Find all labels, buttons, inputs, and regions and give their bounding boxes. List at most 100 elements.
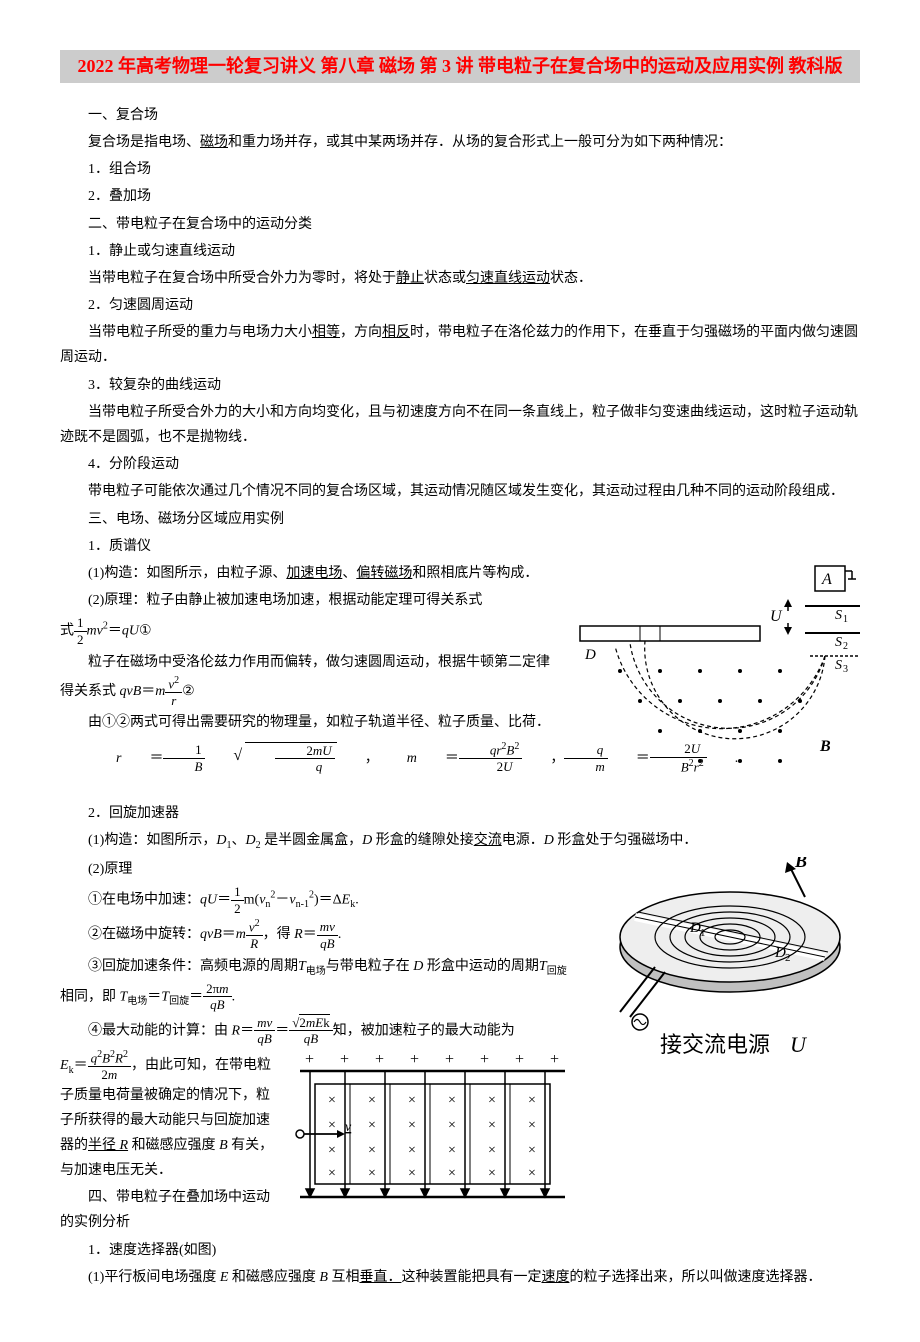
text: 和磁感应强度 <box>132 1138 220 1153</box>
text: 形盒中运动的周期 <box>423 959 539 974</box>
text: (2)原理：粒子由静止被加速电场加速，根据动能定理可得关系式 <box>88 593 482 608</box>
svg-text:×: × <box>448 1166 456 1181</box>
svg-text:×: × <box>488 1143 496 1158</box>
text: 状态或 <box>424 271 466 286</box>
s2-p4: 当带电粒子所受的重力与电场力大小相等，方向相反时，带电粒子在洛伦兹力的作用下，在… <box>60 320 860 370</box>
svg-text:×: × <box>528 1143 536 1158</box>
text: 和重力场并存，或其中某两场并存．从场的复合形式上一般可分为如下两种情况： <box>228 135 732 150</box>
svg-text:+: + <box>550 1051 559 1068</box>
svg-text:×: × <box>368 1166 376 1181</box>
text: 与带电粒子在 <box>326 959 414 974</box>
text: ③回旋加速条件：高频电源的周期 <box>88 959 298 974</box>
text: 是半圆金属盒， <box>264 833 362 848</box>
svg-text:×: × <box>488 1118 496 1133</box>
svg-text:×: × <box>328 1093 336 1108</box>
svg-text:U: U <box>770 608 783 625</box>
text: 当带电粒子所受的重力与电场力大小 <box>88 325 312 340</box>
svg-text:×: × <box>528 1118 536 1133</box>
svg-text:×: × <box>368 1118 376 1133</box>
underline-text: 匀速直线运动 <box>466 271 550 286</box>
s2-p2: 当带电粒子在复合场中所受合外力为零时，将处于静止状态或匀速直线运动状态． <box>60 266 860 291</box>
svg-text:+: + <box>480 1051 489 1068</box>
text: 复合场是指电场、 <box>88 135 200 150</box>
underline-text: 半径 R <box>88 1138 128 1153</box>
text: (1)构造：如图所示，由粒子源、 <box>88 566 286 581</box>
text: 、 <box>342 566 356 581</box>
svg-text:B: B <box>819 738 831 755</box>
svg-text:1: 1 <box>700 927 706 939</box>
text: ②在磁场中旋转： <box>88 927 200 942</box>
svg-text:×: × <box>488 1166 496 1181</box>
svg-text:B: B <box>794 857 807 871</box>
text: (1)构造：如图所示， <box>88 833 216 848</box>
svg-text:+: + <box>375 1051 384 1068</box>
svg-text:+: + <box>445 1051 454 1068</box>
svg-text:+: + <box>340 1051 349 1068</box>
svg-text:3: 3 <box>843 664 848 675</box>
s4-p2: (1)平行板间电场强度 E 和磁感应强度 B 互相垂直．这种装置能把具有一定速度… <box>60 1265 860 1290</box>
svg-text:U: U <box>790 1032 808 1057</box>
svg-text:1: 1 <box>843 614 848 625</box>
s4-p1: 1．速度选择器(如图) <box>60 1238 860 1263</box>
svg-text:×: × <box>328 1118 336 1133</box>
svg-text:2: 2 <box>785 952 791 964</box>
s2-p5: 3．较复杂的曲线运动 <box>60 373 860 398</box>
svg-text:D: D <box>584 647 596 663</box>
underline-text: 垂直． <box>359 1270 401 1285</box>
text: 和磁感应强度 <box>228 1270 319 1285</box>
svg-text:×: × <box>368 1143 376 1158</box>
underline-text: 磁场 <box>200 135 228 150</box>
section-1-heading: 一、复合场 <box>60 103 860 128</box>
svg-text:×: × <box>408 1093 416 1108</box>
svg-text:×: × <box>448 1143 456 1158</box>
svg-text:×: × <box>448 1118 456 1133</box>
underline-text: 相等 <box>312 325 340 340</box>
svg-text:×: × <box>408 1143 416 1158</box>
underline-text: 偏转磁场 <box>356 566 412 581</box>
svg-text:v: v <box>345 1120 352 1135</box>
svg-text:×: × <box>448 1093 456 1108</box>
s2-p1: 1．静止或匀速直线运动 <box>60 239 860 264</box>
text: ④最大动能的计算：由 <box>88 1023 232 1038</box>
text: 状态． <box>550 271 592 286</box>
svg-text:×: × <box>528 1093 536 1108</box>
document-title: 2022 年高考物理一轮复习讲义 第八章 磁场 第 3 讲 带电粒子在复合场中的… <box>60 50 860 83</box>
svg-text:S: S <box>835 658 842 673</box>
underline-text: 交流 <box>474 833 502 848</box>
text: 形盒处于匀强磁场中． <box>557 833 697 848</box>
text: 的粒子选择出来，所以叫做速度选择器． <box>569 1270 821 1285</box>
text: 当带电粒子在复合场中所受合外力为零时，将处于 <box>88 271 396 286</box>
s3-p1: 1．质谱仪 <box>60 534 860 559</box>
text: 带电粒子可能依次通过几个情况不同的复合场区域，其运动情况随区域发生变化，其运动过… <box>88 484 844 499</box>
underline-text: 静止 <box>396 271 424 286</box>
svg-text:+: + <box>305 1051 314 1068</box>
underline-text: 速度 <box>541 1270 569 1285</box>
text: 电源． <box>502 833 544 848</box>
svg-text:2: 2 <box>843 641 848 652</box>
cyclotron-figure: B D1 D2 接交流电源U <box>580 857 860 1067</box>
text: (1)平行板间电场强度 <box>88 1270 220 1285</box>
section-2-heading: 二、带电粒子在复合场中的运动分类 <box>60 212 860 237</box>
velocity-selector-figure: ++++++++ ×××××× ×××××× ×××××× ×××××× v <box>290 1049 570 1219</box>
svg-text:×: × <box>408 1166 416 1181</box>
text: ，方向 <box>340 325 382 340</box>
svg-text:×: × <box>328 1166 336 1181</box>
text: ①在电场中加速： <box>88 892 200 907</box>
s2-p8: 带电粒子可能依次通过几个情况不同的复合场区域，其运动情况随区域发生变化，其运动过… <box>60 479 860 504</box>
svg-text:接交流电源: 接交流电源 <box>660 1032 770 1057</box>
section-3-heading: 三、电场、磁场分区域应用实例 <box>60 507 860 532</box>
svg-text:S: S <box>835 635 842 650</box>
underline-text: 相反 <box>382 325 410 340</box>
formula-results: r＝1B 2mUq，m＝qr2B22U，qm＝2UB2r2. <box>60 741 560 775</box>
text: 当带电粒子所受合外力的大小和方向均变化，且与初速度方向不在同一条直线上，粒子做非… <box>60 405 858 445</box>
s2-p3: 2．匀速圆周运动 <box>60 293 860 318</box>
svg-text:×: × <box>408 1118 416 1133</box>
s3-p6: 2．回旋加速器 <box>60 801 860 826</box>
svg-text:+: + <box>515 1051 524 1068</box>
s2-p7: 4．分阶段运动 <box>60 452 860 477</box>
s2-p6: 当带电粒子所受合外力的大小和方向均变化，且与初速度方向不在同一条直线上，粒子做非… <box>60 400 860 450</box>
svg-text:A: A <box>821 571 832 588</box>
svg-text:×: × <box>528 1166 536 1181</box>
text: 和照相底片等构成． <box>412 566 538 581</box>
text: 这种装置能把具有一定 <box>401 1270 541 1285</box>
